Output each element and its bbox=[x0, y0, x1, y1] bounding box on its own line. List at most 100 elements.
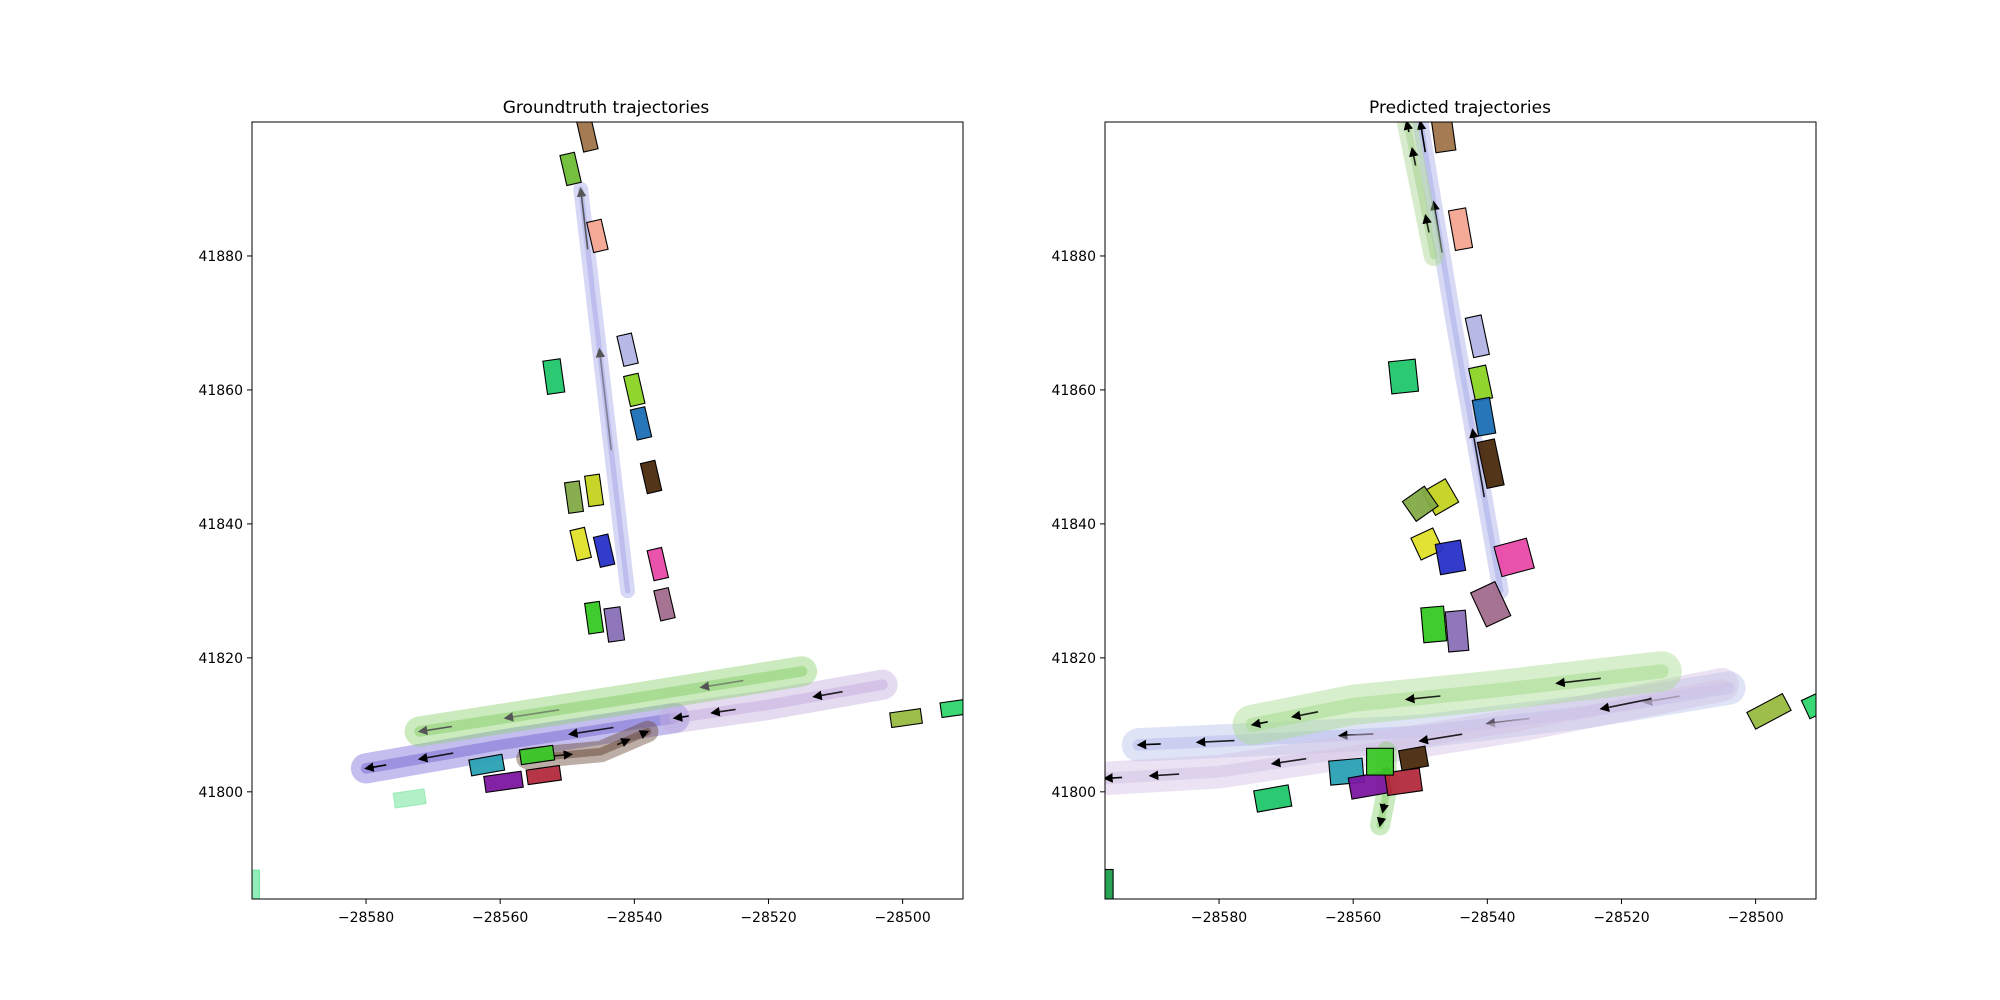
trajectory-arrow bbox=[616, 738, 631, 748]
y-tick-label: 41840 bbox=[1051, 517, 1096, 533]
y-tick-label: 41880 bbox=[198, 249, 243, 265]
agent-box bbox=[563, 480, 585, 515]
trajectory-arrow bbox=[699, 679, 744, 691]
trajectory-end-arrow bbox=[1136, 739, 1161, 750]
predicted-panel: Predicted trajectories −28580 −28560 −2854… bbox=[1051, 98, 1817, 926]
trajectory-arrow bbox=[503, 709, 560, 722]
trajectory-core bbox=[360, 712, 680, 774]
agent-box bbox=[1401, 485, 1439, 523]
agent-box-body bbox=[1410, 527, 1444, 561]
x-tick-label: −28520 bbox=[1593, 910, 1649, 926]
agent-box-body bbox=[525, 764, 562, 786]
agent-box bbox=[483, 770, 524, 794]
agent-box bbox=[392, 788, 427, 809]
groundtruth-axes-frame bbox=[251, 121, 964, 900]
agent-box bbox=[584, 600, 605, 635]
trajectory-arrow bbox=[1469, 428, 1486, 498]
agent-box-body bbox=[629, 406, 653, 441]
predicted-x-ticks: −28580 −28560 −28540 −28520 −28500 bbox=[1191, 899, 1784, 926]
agent-box bbox=[1366, 747, 1394, 776]
agent-box-body bbox=[1464, 314, 1491, 359]
x-tick-label: −28560 bbox=[472, 910, 528, 926]
trajectory-end-arrow bbox=[417, 725, 453, 736]
agent-box bbox=[653, 586, 676, 622]
trajectory-arrow bbox=[1418, 733, 1463, 745]
agent-box-body bbox=[1430, 122, 1457, 154]
agent-box bbox=[1444, 609, 1470, 653]
trajectory-arrow bbox=[1290, 710, 1319, 721]
agent-box-body bbox=[1493, 537, 1535, 578]
trajectory-arrow bbox=[1555, 677, 1601, 688]
agent-box-body bbox=[542, 358, 566, 395]
agent-box-body bbox=[1469, 580, 1512, 628]
agent-box bbox=[1493, 537, 1535, 578]
x-tick-label: −28540 bbox=[606, 910, 662, 926]
y-tick-label: 41860 bbox=[198, 383, 243, 399]
agent-box-body bbox=[569, 526, 593, 562]
y-tick-label: 41800 bbox=[198, 785, 243, 801]
y-tick-label: 41800 bbox=[1051, 785, 1096, 801]
agent-box bbox=[1253, 784, 1293, 813]
agent-box bbox=[889, 707, 923, 729]
trajectory-arrow bbox=[552, 750, 574, 760]
x-tick-label: −28520 bbox=[740, 910, 796, 926]
trajectory-arrow bbox=[1148, 770, 1180, 781]
agent-box-body bbox=[252, 869, 260, 899]
agent-box-body bbox=[592, 533, 616, 569]
groundtruth-y-ticks: 41800 41820 41840 41860 41880 bbox=[198, 249, 252, 801]
trajectory-arrow bbox=[1337, 730, 1374, 741]
agent-box-body bbox=[1447, 207, 1474, 252]
agent-box-body bbox=[559, 151, 582, 187]
y-tick-label: 41860 bbox=[1051, 383, 1096, 399]
x-tick-label: −28580 bbox=[1191, 910, 1247, 926]
agent-box bbox=[1469, 580, 1512, 628]
trajectory-arrow bbox=[568, 726, 614, 738]
agent-box bbox=[252, 869, 260, 899]
agent-box-body bbox=[1444, 609, 1470, 653]
agent-box-body bbox=[889, 707, 923, 729]
agent-box bbox=[616, 332, 639, 368]
groundtruth-plot-area bbox=[252, 122, 963, 899]
trajectory-arrow bbox=[595, 347, 612, 451]
agent-box-body bbox=[1471, 396, 1497, 437]
trajectory-arrow bbox=[1430, 200, 1443, 253]
agent-box-body bbox=[392, 788, 427, 809]
agent-box-body bbox=[939, 697, 963, 719]
agent-box-body bbox=[576, 122, 599, 153]
agent-box-body bbox=[584, 600, 605, 635]
y-tick-label: 41880 bbox=[1051, 249, 1096, 265]
trajectory-arrow bbox=[812, 690, 843, 701]
agent-box bbox=[646, 546, 670, 582]
x-tick-label: −28560 bbox=[1325, 910, 1381, 926]
agent-box bbox=[559, 151, 582, 187]
trajectory-core bbox=[414, 665, 808, 737]
agent-box-body bbox=[518, 744, 556, 766]
agent-box bbox=[518, 744, 556, 766]
trajectory-end-arrow bbox=[576, 187, 589, 250]
agent-box-body bbox=[468, 753, 506, 777]
agent-box bbox=[542, 358, 566, 395]
x-tick-label: −28540 bbox=[1459, 910, 1515, 926]
groundtruth-x-ticks: −28580 −28560 −28540 −28520 −28500 bbox=[338, 899, 931, 926]
agent-box bbox=[1430, 122, 1457, 154]
agent-box bbox=[1476, 438, 1505, 490]
agent-box-body bbox=[1397, 745, 1430, 772]
predicted-axes-frame bbox=[1104, 121, 1817, 900]
agent-box-body bbox=[616, 332, 639, 368]
trajectory-arrow bbox=[1404, 693, 1441, 704]
agent-box-body bbox=[1401, 485, 1439, 523]
trajectory-end-arrow bbox=[364, 762, 387, 772]
agent-box-body bbox=[584, 473, 605, 508]
x-tick-label: −28580 bbox=[338, 910, 394, 926]
agent-box-body bbox=[1476, 438, 1505, 490]
agent-box bbox=[622, 372, 646, 408]
trajectory-end-arrow bbox=[672, 712, 689, 722]
trajectory-end-arrow bbox=[1250, 718, 1268, 729]
agent-box bbox=[1746, 692, 1792, 730]
predicted-y-ticks: 41800 41820 41840 41860 41880 bbox=[1051, 249, 1105, 801]
trajectory-arrow bbox=[1599, 697, 1652, 712]
trajectory-arrow bbox=[1409, 146, 1419, 166]
trajectory-end-arrow bbox=[1105, 773, 1123, 783]
agent-box-body bbox=[1387, 358, 1420, 395]
